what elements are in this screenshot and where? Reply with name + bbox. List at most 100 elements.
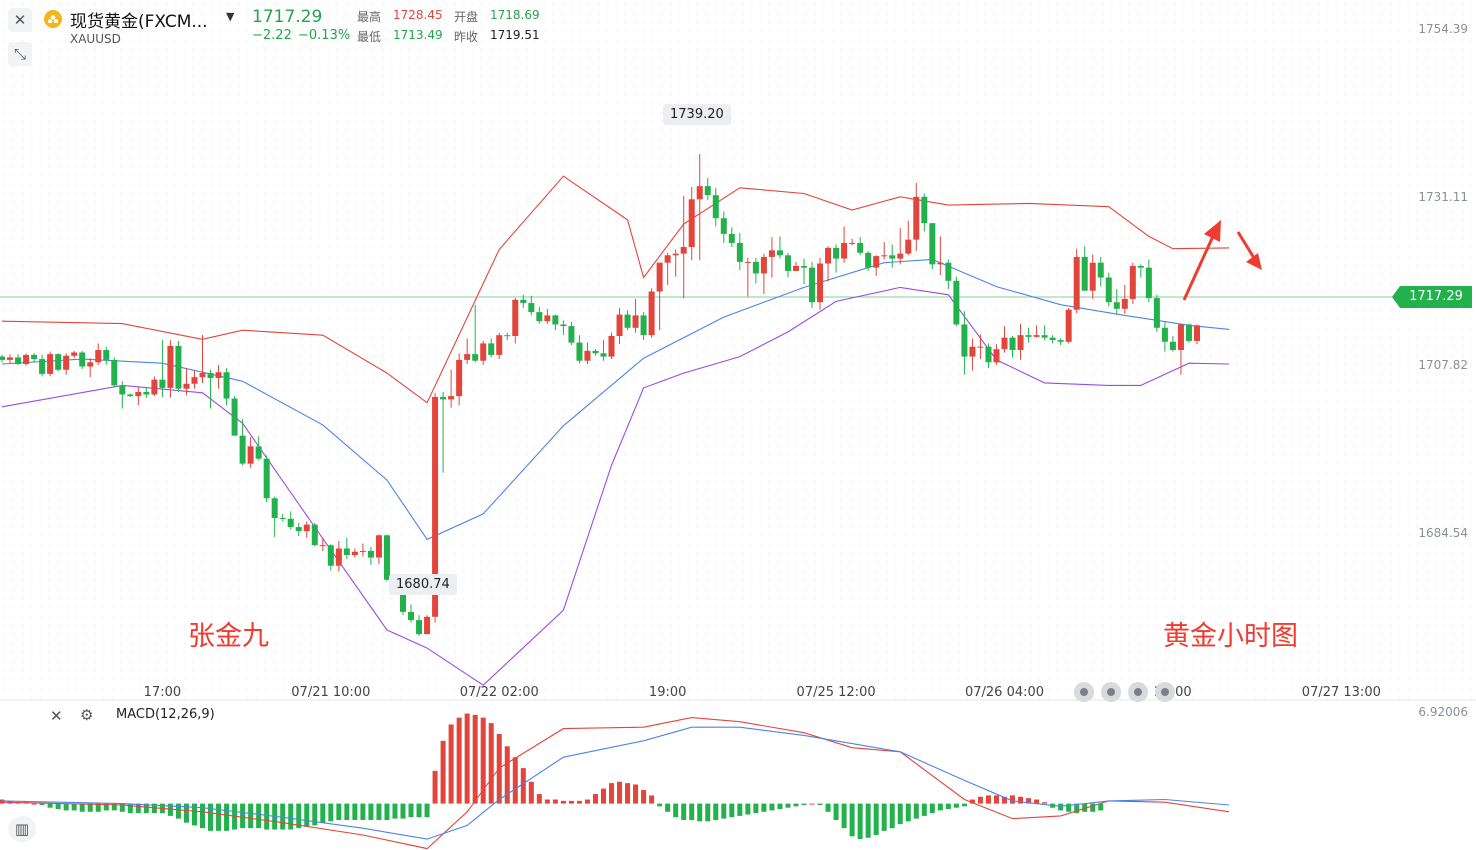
macd-histogram-bar [167, 803, 173, 816]
candle [295, 522, 302, 537]
candle [945, 259, 952, 290]
macd-histogram-bar [472, 714, 478, 804]
y-tick-label: 1754.39 [1418, 22, 1468, 36]
candle [1025, 327, 1032, 343]
macd-histogram-bar [1058, 803, 1064, 811]
candle [1145, 259, 1152, 303]
candle [15, 354, 22, 365]
macd-histogram-bar [328, 803, 334, 822]
candle [367, 546, 374, 565]
macd-histogram-bar [95, 803, 101, 812]
macd-histogram-bar [552, 799, 558, 804]
playback-dot-button[interactable] [1074, 682, 1094, 702]
candle [504, 332, 511, 341]
candle [127, 393, 134, 397]
playback-dot-button[interactable] [1101, 682, 1121, 702]
macd-histogram-bar [248, 803, 254, 829]
candle [1033, 325, 1040, 338]
macd-histogram-bar [841, 803, 847, 829]
high-label: 最高 [357, 10, 382, 24]
macd-histogram-bar [769, 803, 775, 811]
macd-histogram-bar [1026, 798, 1032, 804]
macd-histogram-bar [745, 803, 751, 815]
macd-histogram-bar [55, 803, 61, 810]
macd-histogram-bar [953, 803, 959, 808]
macd-histogram-bar [689, 803, 695, 820]
candle [111, 357, 118, 388]
macd-histogram-bar [127, 803, 133, 814]
chart-type-icon[interactable]: ▥ [8, 816, 36, 842]
macd-histogram-bar [504, 746, 510, 804]
macd-dea-line [1, 726, 1230, 840]
macd-histogram-bar [376, 803, 382, 820]
candle [760, 253, 767, 294]
low-label: 最低 [357, 30, 382, 44]
macd-histogram-bar [312, 803, 318, 826]
candle [199, 335, 206, 383]
candle [544, 308, 551, 324]
candle [1193, 324, 1200, 345]
candle [440, 392, 447, 473]
macd-histogram-bar [665, 803, 671, 812]
macd-histogram-bar [183, 803, 189, 823]
candle [600, 340, 607, 361]
candle [672, 249, 679, 277]
candle [576, 335, 583, 364]
candle [183, 368, 190, 396]
candle [79, 350, 86, 369]
candle [472, 304, 479, 363]
macd-histogram-bar [520, 768, 526, 804]
macd-histogram-bar [1002, 796, 1007, 804]
playback-dot-button[interactable] [1128, 682, 1148, 702]
macd-dif-line [1, 717, 1230, 850]
dropdown-icon[interactable]: ▼ [226, 10, 235, 23]
settings-icon[interactable]: ⚙ [80, 706, 94, 724]
candle [632, 298, 639, 333]
macd-histogram-bar [793, 803, 799, 807]
candle [87, 358, 94, 378]
candle [1057, 338, 1064, 346]
macd-histogram-bar [673, 803, 679, 818]
symbol-name[interactable]: 现货黄金(FXCM... [70, 12, 208, 32]
candle [416, 615, 423, 636]
x-tick-label: 19:00 [648, 685, 687, 700]
candle [319, 537, 326, 551]
macd-histogram-bar [344, 803, 350, 820]
candle [961, 311, 968, 375]
macd-histogram-bar [969, 799, 975, 804]
candle [921, 193, 928, 232]
macd-histogram-bar [400, 803, 406, 819]
macd-histogram-bar [881, 803, 887, 831]
macd-histogram-bar [729, 803, 735, 818]
x-tick-label: 07/27 13:00 [1301, 685, 1381, 700]
candle [151, 376, 158, 397]
macd-histogram-bar [39, 803, 45, 805]
candle [680, 196, 687, 299]
close-icon[interactable]: ✕ [8, 8, 32, 32]
candle [191, 370, 198, 389]
macd-histogram-bar [1018, 796, 1024, 804]
macd-histogram-bar [304, 803, 310, 827]
macd-histogram-bar [681, 803, 687, 820]
macd-histogram-bar [873, 803, 879, 835]
candle [63, 353, 70, 375]
candle [1137, 264, 1144, 278]
chart-annotation-title: 黄金小时图 [1163, 621, 1298, 652]
candle [929, 223, 936, 270]
macd-histogram-bar [448, 724, 454, 804]
collapse-icon[interactable]: ⤡ [8, 42, 32, 66]
candle [937, 236, 944, 276]
y-tick-label: 1731.11 [1418, 190, 1468, 204]
candle [1049, 335, 1056, 344]
indicator-close-icon[interactable]: ✕ [50, 707, 63, 725]
candle [1169, 336, 1176, 352]
candle [1009, 336, 1016, 358]
macd-histogram-bar [609, 783, 615, 804]
prev-close-label: 昨收 [454, 30, 479, 44]
candle [728, 227, 735, 248]
playback-dot-button[interactable] [1155, 682, 1175, 702]
y-tick-label: 1707.82 [1418, 358, 1468, 372]
macd-histogram-bar [264, 803, 270, 830]
candle [744, 257, 751, 297]
